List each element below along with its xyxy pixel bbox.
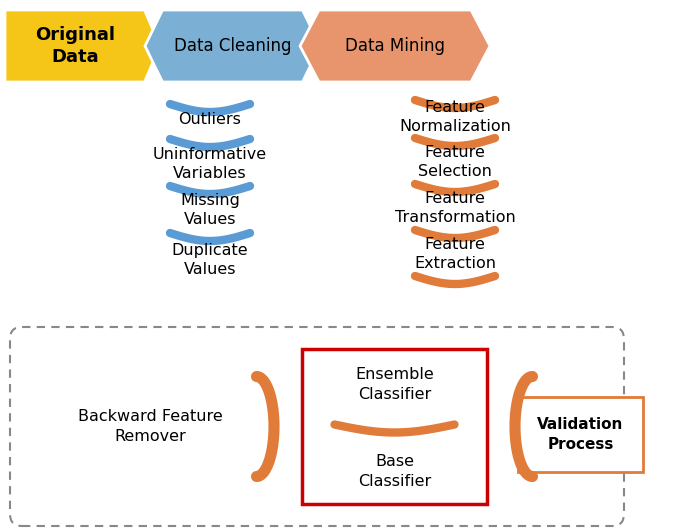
Text: Validation
Process: Validation Process: [537, 417, 623, 452]
Text: Uninformative
Variables: Uninformative Variables: [153, 147, 267, 181]
Text: Duplicate
Values: Duplicate Values: [172, 243, 248, 277]
Polygon shape: [300, 10, 490, 82]
Text: Data Mining: Data Mining: [345, 37, 445, 55]
Text: Backward Feature
Remover: Backward Feature Remover: [77, 409, 223, 444]
Text: Feature
Selection: Feature Selection: [418, 145, 492, 179]
Text: Outliers: Outliers: [179, 112, 241, 127]
Text: Missing
Values: Missing Values: [180, 193, 240, 227]
Text: Ensemble
Classifier: Ensemble Classifier: [355, 367, 434, 402]
Text: Feature
Extraction: Feature Extraction: [414, 237, 496, 271]
Polygon shape: [145, 10, 320, 82]
Text: Original
Data: Original Data: [35, 26, 115, 66]
Text: Base
Classifier: Base Classifier: [358, 454, 431, 489]
Polygon shape: [5, 10, 160, 82]
Text: Data Cleaning: Data Cleaning: [174, 37, 291, 55]
Text: Feature
Normalization: Feature Normalization: [399, 100, 511, 134]
FancyBboxPatch shape: [518, 397, 643, 472]
Text: Feature
Transformation: Feature Transformation: [395, 191, 515, 225]
FancyBboxPatch shape: [302, 349, 487, 504]
